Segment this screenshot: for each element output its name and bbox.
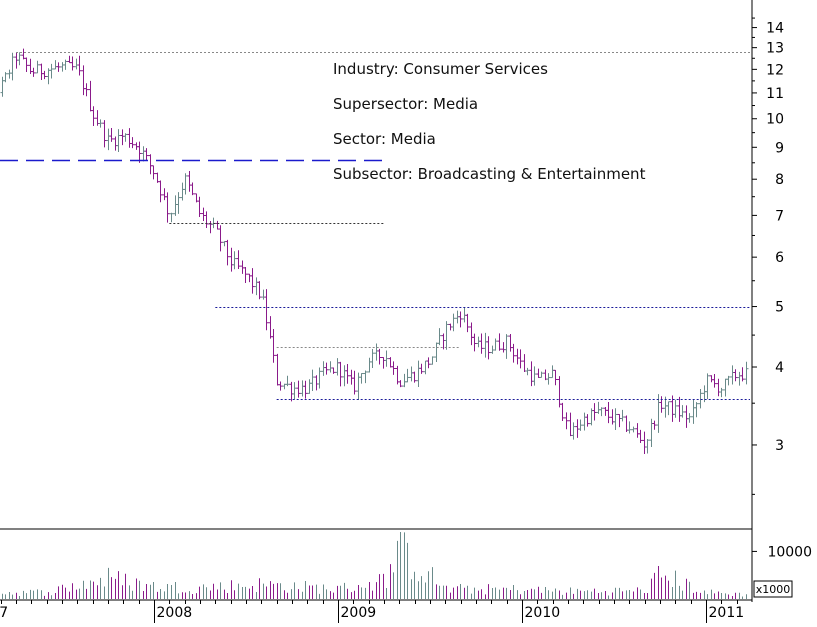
price-axis: 3 4 5 6 7 8 9 10 11 12 13 14 bbox=[752, 17, 784, 495]
volume-unit-text: x1000 bbox=[756, 583, 791, 596]
x-tick-label: 2007 bbox=[0, 605, 8, 621]
level-lines bbox=[0, 52, 750, 400]
y-tick-label: 13 bbox=[766, 41, 784, 57]
annotation-sector: Sector: Media bbox=[333, 130, 436, 148]
classification-annotations: Industry: Consumer Services Supersector:… bbox=[333, 60, 646, 183]
x-tick-label: 2008 bbox=[157, 605, 193, 621]
annotation-supersector: Supersector: Media bbox=[333, 95, 478, 113]
y-tick-label: 4 bbox=[775, 360, 784, 376]
x-tick-label: 2010 bbox=[525, 605, 561, 621]
volume-unit-label: x1000 bbox=[753, 580, 793, 598]
y-tick-label: 3 bbox=[775, 438, 784, 454]
y-tick-label: 8 bbox=[775, 172, 784, 188]
time-axis: 2007 2008 2009 2010 2011 bbox=[0, 600, 744, 623]
annotation-subsector: Subsector: Broadcasting & Entertainment bbox=[333, 165, 646, 183]
y-tick-label: 6 bbox=[775, 250, 784, 266]
y-tick-label: 7 bbox=[775, 208, 784, 224]
y-tick-label: 10 bbox=[766, 112, 784, 128]
volume-bars bbox=[2, 532, 747, 599]
annotation-industry: Industry: Consumer Services bbox=[333, 60, 548, 78]
y-tick-label: 5 bbox=[775, 300, 784, 316]
volume-axis: 10000 bbox=[752, 544, 812, 560]
y-tick-label: 14 bbox=[766, 21, 784, 37]
x-tick-label: 2011 bbox=[709, 605, 745, 621]
y-tick-label: 9 bbox=[775, 140, 784, 156]
volume-tick-label: 10000 bbox=[767, 544, 812, 560]
price-bars bbox=[0, 48, 749, 454]
y-tick-label: 12 bbox=[766, 62, 784, 78]
x-tick-label: 2009 bbox=[341, 605, 377, 621]
y-tick-label: 11 bbox=[766, 86, 784, 102]
